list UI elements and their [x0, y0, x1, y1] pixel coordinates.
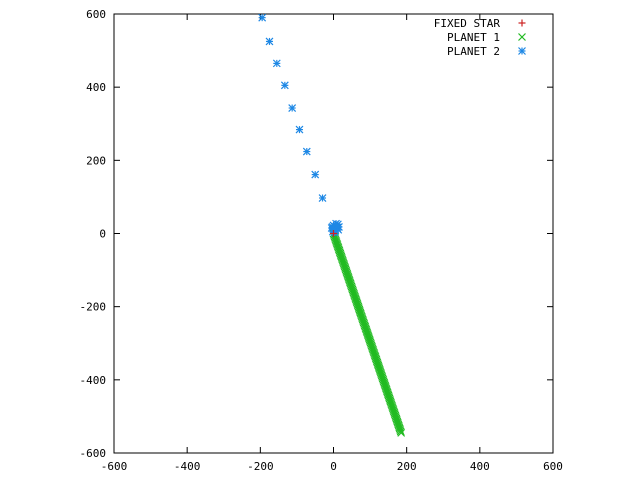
data-point [397, 428, 406, 437]
data-point [396, 427, 405, 436]
data-point [311, 170, 320, 179]
data-point [330, 230, 337, 237]
data-point [265, 37, 274, 46]
x-tick-label: -400 [174, 460, 201, 473]
legend-label: PLANET 2 [447, 45, 500, 58]
legend-marker [518, 19, 526, 27]
data-point [295, 125, 304, 134]
y-tick-label: -400 [80, 374, 107, 387]
series-fixed-star [330, 230, 337, 237]
x-tick-label: 200 [397, 460, 417, 473]
data-point [318, 194, 327, 202]
legend-marker [518, 47, 526, 55]
y-tick-label: 600 [86, 8, 106, 21]
x-tick-label: -600 [101, 460, 128, 473]
data-point [280, 81, 289, 90]
data-point [302, 147, 311, 156]
data-point [258, 13, 267, 22]
data-point [288, 104, 297, 112]
axis-ticks [113, 13, 554, 454]
y-tick-label: 200 [86, 154, 106, 167]
y-tick-label: 400 [86, 81, 106, 94]
x-tick-label: 600 [543, 460, 563, 473]
x-tick-label: 0 [330, 460, 337, 473]
x-tick-label: 400 [470, 460, 490, 473]
legend-label: PLANET 1 [447, 31, 500, 44]
series-planet-1 [329, 229, 406, 437]
data-series [258, 13, 406, 437]
x-tick-label: -200 [247, 460, 274, 473]
y-tick-label: -200 [80, 301, 107, 314]
data-point [272, 59, 281, 68]
legend-marker [518, 33, 526, 41]
axis-tick-labels: -600 -400 -200 0 200 400 600 -600 -400 -200 0 200 40… [80, 8, 563, 473]
data-point [332, 219, 340, 228]
series-planet-2 [258, 13, 343, 237]
y-tick-label: 0 [99, 228, 106, 241]
y-tick-label: -600 [80, 447, 107, 460]
legend-label: FIXED STAR [434, 17, 501, 30]
